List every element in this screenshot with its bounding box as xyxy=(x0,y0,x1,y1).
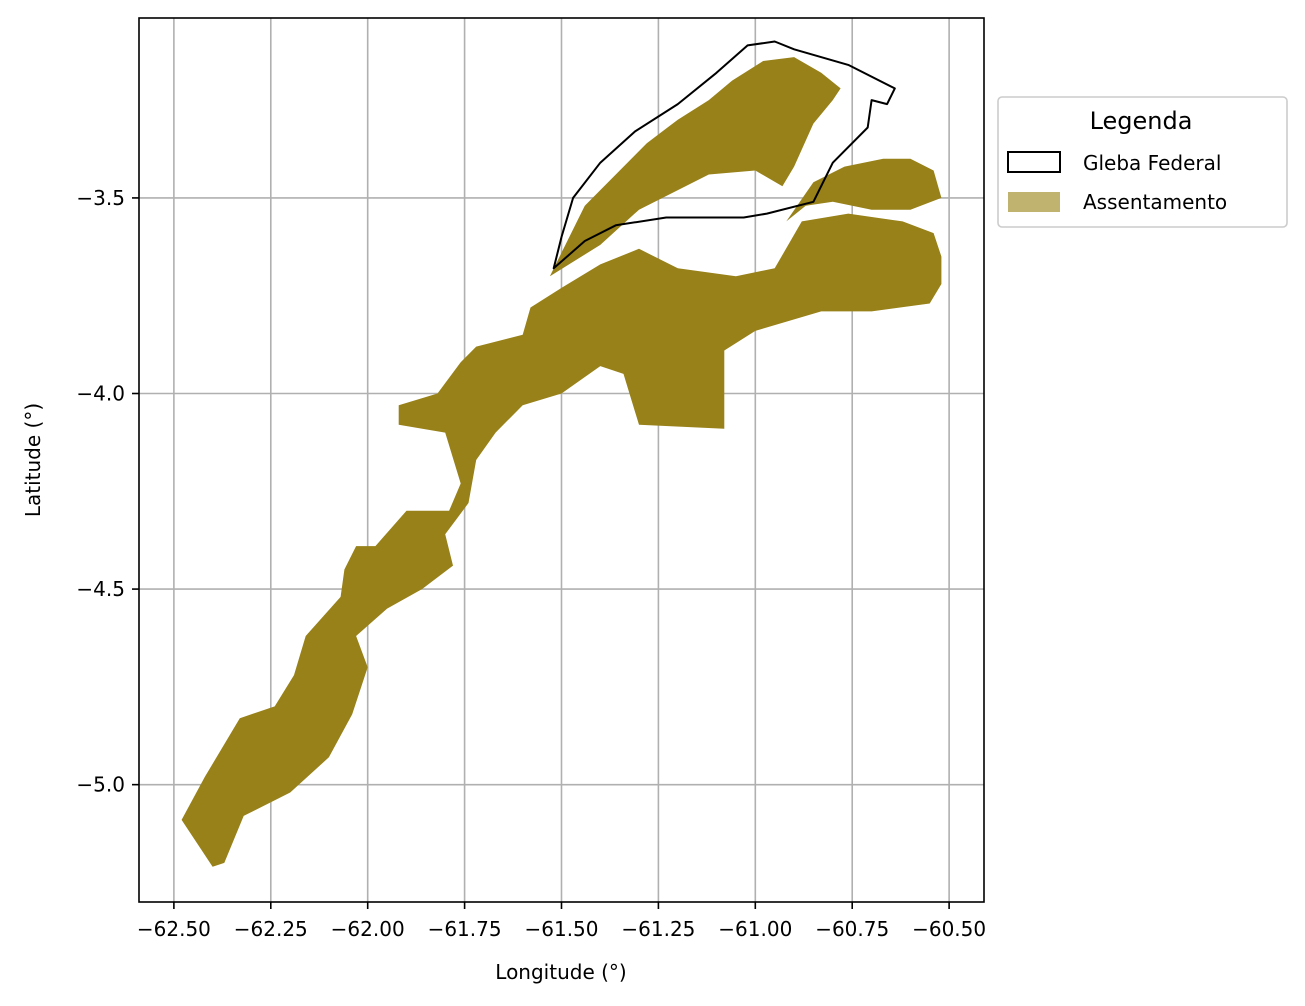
assentamento-polygon-0 xyxy=(181,213,942,867)
x-tick-label: −61.00 xyxy=(718,917,792,941)
map-layers xyxy=(181,40,942,867)
x-tick-label: −62.50 xyxy=(137,917,211,941)
y-tick-label: −4.0 xyxy=(76,382,125,406)
x-tick-label: −62.00 xyxy=(331,917,405,941)
legend-swatch-gleba-federal xyxy=(1007,151,1061,173)
legend-swatch-assentamento xyxy=(1008,192,1060,212)
legend-label-gleba-federal: Gleba Federal xyxy=(1083,151,1221,175)
legend: Legenda Gleba Federal Assentamento xyxy=(997,96,1288,228)
x-tick-label: −61.75 xyxy=(428,917,502,941)
x-axis-ticks: −62.50 −62.25 −62.00 −61.75 −61.50 −61.25 −61.… xyxy=(137,902,986,941)
y-tick-label: −3.5 xyxy=(76,186,125,210)
x-tick-label: −62.25 xyxy=(234,917,308,941)
x-tick-label: −61.25 xyxy=(621,917,695,941)
y-axis-label: Latitude (°) xyxy=(21,403,45,517)
assentamento-polygon-2 xyxy=(786,158,942,222)
y-tick-label: −4.5 xyxy=(76,577,125,601)
plot-area: −62.50 −62.25 −62.00 −61.75 −61.50 −61.25 −61.… xyxy=(76,17,986,941)
gleba-federal-polygon-0 xyxy=(552,40,896,270)
legend-frame xyxy=(997,96,1288,228)
x-tick-label: −60.75 xyxy=(815,917,889,941)
legend-title: Legenda xyxy=(1090,107,1193,135)
y-tick-label: −5.0 xyxy=(76,773,125,797)
legend-label-assentamento: Assentamento xyxy=(1083,190,1227,214)
x-axis-label: Longitude (°) xyxy=(495,960,626,984)
assentamento-polygon-1 xyxy=(549,57,841,277)
y-axis-ticks: −3.5 −4.0 −4.5 −5.0 xyxy=(76,186,139,797)
x-tick-label: −61.50 xyxy=(524,917,598,941)
x-tick-label: −60.50 xyxy=(912,917,986,941)
